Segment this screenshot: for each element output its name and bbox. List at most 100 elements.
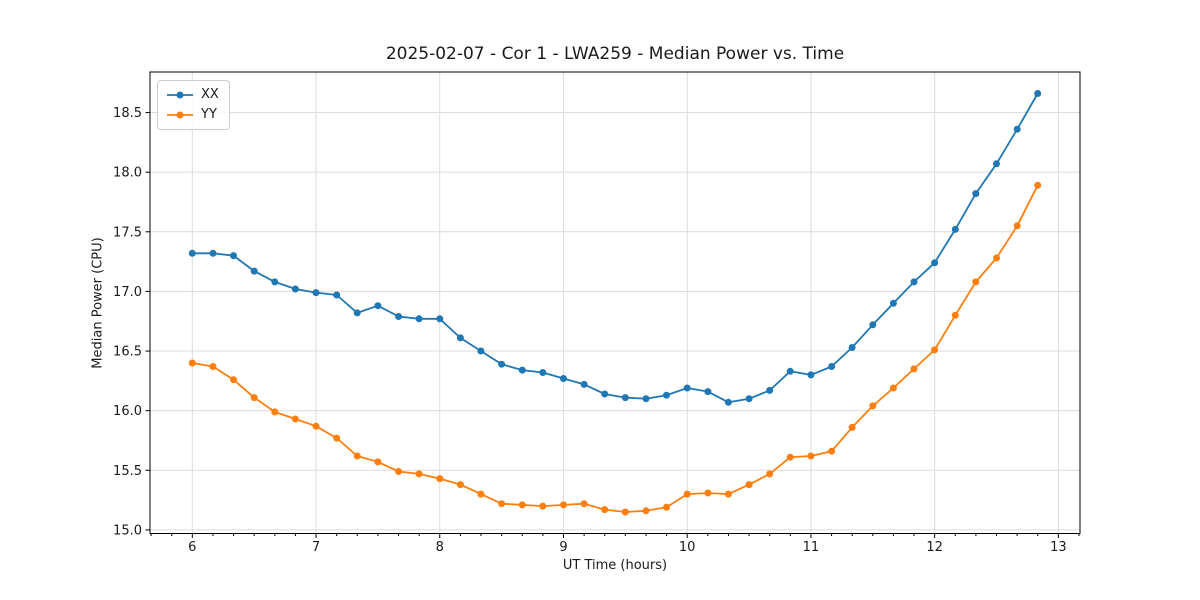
data-point <box>271 278 279 286</box>
x-tick-labels: 6 7 8 9 10 11 12 13 <box>188 540 1066 555</box>
data-point <box>395 468 403 475</box>
legend-marker-xx-icon <box>167 91 193 99</box>
data-point <box>848 423 856 431</box>
data-point <box>1034 90 1042 97</box>
data-point <box>353 452 361 460</box>
data-point <box>786 453 794 461</box>
data-point <box>477 347 485 355</box>
y-tick-label: 17.5 <box>113 225 142 240</box>
data-point <box>972 278 980 286</box>
data-point <box>663 391 670 399</box>
data-point <box>745 481 753 489</box>
data-point <box>518 501 526 509</box>
data-point <box>683 490 691 498</box>
data-point <box>188 249 196 257</box>
data-point <box>889 384 897 392</box>
y-tick-label: 18.5 <box>113 106 142 121</box>
x-axis-label: UT Time (hours) <box>562 558 668 573</box>
data-point <box>828 447 836 455</box>
data-point <box>436 475 444 483</box>
data-point <box>395 313 403 320</box>
legend: XX YY <box>157 80 230 130</box>
data-point <box>807 371 815 379</box>
axis-ticks <box>145 112 1080 538</box>
data-point <box>271 408 279 416</box>
series-markers-xx <box>188 90 1042 406</box>
data-point <box>539 369 547 376</box>
data-point <box>724 398 732 406</box>
legend-marker-yy-icon <box>167 111 193 119</box>
legend-label-xx: XX <box>201 87 219 102</box>
data-point <box>230 252 237 260</box>
data-point <box>848 344 856 351</box>
data-point <box>910 365 918 373</box>
data-point <box>683 384 691 392</box>
data-point <box>910 278 918 286</box>
data-point <box>704 489 712 497</box>
y-tick-label: 15.5 <box>113 464 142 479</box>
data-point <box>807 452 815 460</box>
data-point <box>188 359 196 367</box>
data-point <box>333 434 341 442</box>
data-point <box>456 334 464 342</box>
data-point <box>353 309 361 317</box>
data-point <box>1013 125 1021 133</box>
data-point <box>498 500 506 508</box>
data-point <box>312 289 320 297</box>
y-tick-labels: 15.0 15.5 16.0 16.5 17.0 17.5 18.0 18.5 <box>113 106 142 538</box>
x-tick-label: 8 <box>436 540 444 555</box>
data-point <box>560 501 567 509</box>
data-point <box>766 470 774 478</box>
data-point <box>972 190 980 198</box>
chart-title: 2025-02-07 - Cor 1 - LWA259 - Median Pow… <box>385 44 845 64</box>
series-line-yy <box>192 184 1039 513</box>
data-point <box>931 346 939 354</box>
data-point <box>580 380 588 388</box>
data-point <box>601 390 609 398</box>
data-point <box>498 360 506 368</box>
data-point <box>889 299 897 307</box>
data-point <box>415 315 423 323</box>
data-point <box>951 311 959 319</box>
data-point <box>828 363 836 370</box>
x-tick-label: 7 <box>312 540 320 555</box>
data-point <box>291 415 299 423</box>
data-point <box>621 508 629 516</box>
y-tick-label: 16.5 <box>113 345 142 360</box>
data-point <box>415 470 423 478</box>
x-tick-label: 13 <box>1050 540 1067 555</box>
data-point <box>374 302 382 310</box>
data-point <box>993 254 1000 262</box>
data-point <box>312 422 320 430</box>
x-tick-label: 10 <box>679 540 696 555</box>
y-tick-label: 16.0 <box>113 404 142 419</box>
grid <box>150 72 1080 534</box>
data-point <box>786 367 794 375</box>
data-point <box>766 386 774 394</box>
y-tick-label: 17.0 <box>113 285 142 300</box>
data-point <box>456 481 464 489</box>
data-point <box>580 500 588 508</box>
legend-item-xx: XX <box>165 85 219 105</box>
data-point <box>642 507 650 515</box>
legend-item-yy: YY <box>165 105 219 125</box>
x-tick-label: 11 <box>803 540 820 555</box>
data-point <box>621 394 629 402</box>
y-tick-label: 18.0 <box>113 166 142 181</box>
data-point <box>931 259 939 267</box>
data-point <box>333 291 341 299</box>
x-tick-label: 9 <box>559 540 567 555</box>
data-point <box>436 315 444 323</box>
data-point <box>477 490 485 498</box>
data-point <box>601 506 609 514</box>
data-point <box>518 366 526 374</box>
x-tick-label: 12 <box>926 540 943 555</box>
data-point <box>560 375 567 382</box>
data-point <box>704 388 712 396</box>
data-point <box>993 160 1000 168</box>
data-point <box>745 395 753 403</box>
data-point <box>291 285 299 293</box>
data-point <box>1013 222 1021 230</box>
